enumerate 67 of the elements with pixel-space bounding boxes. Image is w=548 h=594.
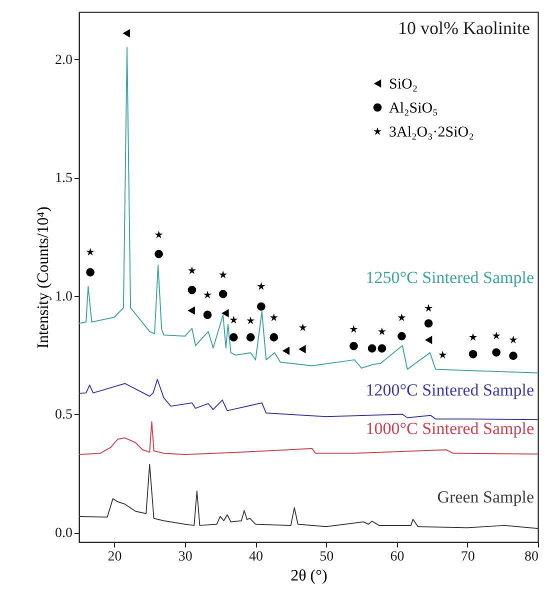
point <box>204 290 212 298</box>
legend-label: Al₂SiO₅ <box>389 100 438 116</box>
point <box>230 316 238 324</box>
line-series <box>79 421 538 455</box>
point <box>424 336 432 344</box>
x-tick-label: 80 <box>524 550 538 564</box>
point <box>509 352 518 360</box>
point <box>188 286 196 294</box>
point <box>257 302 266 311</box>
y-axis-title: Intensity (Counts/10⁴) <box>35 206 52 349</box>
point <box>188 306 195 315</box>
point <box>246 333 255 342</box>
point <box>270 333 278 342</box>
text: 1250°C Sintered Sample <box>366 268 534 287</box>
point <box>282 346 290 356</box>
point <box>154 230 163 238</box>
x-tick-label: 70 <box>460 550 475 564</box>
y-tick-label: 2.0 <box>55 52 72 68</box>
point <box>492 348 501 357</box>
legend-label: SiO₂ <box>389 76 418 92</box>
point <box>298 344 306 354</box>
point <box>218 290 228 298</box>
legend-label: 3Al₂O₃·2SiO₂ <box>389 124 474 140</box>
point <box>122 29 130 38</box>
point <box>492 332 500 340</box>
point <box>86 268 94 276</box>
point <box>350 342 358 350</box>
point <box>246 316 255 324</box>
point <box>203 310 212 320</box>
series-label: Green Sample <box>437 488 534 507</box>
x-tick-label: 30 <box>178 550 192 564</box>
point <box>298 323 307 332</box>
point <box>270 314 278 322</box>
x-tick-label: 50 <box>320 550 334 564</box>
point <box>229 333 238 342</box>
x-axis-title: 2θ (°) <box>290 568 328 584</box>
point <box>468 350 478 358</box>
line-series <box>79 464 538 530</box>
point <box>424 319 433 328</box>
x-tick-label: 40 <box>249 550 264 564</box>
y-tick-label: 0.0 <box>55 526 72 542</box>
line-series <box>79 46 538 374</box>
point <box>469 333 478 341</box>
point <box>188 266 196 274</box>
point <box>219 270 228 278</box>
point <box>222 309 229 318</box>
y-tick-label: 1.5 <box>55 171 72 186</box>
y-tick-label: 1.0 <box>55 289 72 304</box>
annotation: 10 vol% Kaolinite <box>398 18 530 38</box>
point <box>424 304 433 312</box>
series-label: 1000°C Sintered Sample <box>366 418 534 438</box>
x-tick-label: 20 <box>108 550 122 564</box>
point <box>378 327 386 336</box>
point <box>398 314 406 322</box>
point <box>257 282 266 290</box>
line-series <box>79 378 538 420</box>
point <box>378 344 386 353</box>
point <box>398 332 406 340</box>
point <box>438 350 447 358</box>
point <box>368 344 376 353</box>
point <box>350 325 358 333</box>
series-label: 1200°C Sintered Sample <box>366 380 534 400</box>
point <box>154 250 163 258</box>
x-tick-label: 60 <box>390 550 404 564</box>
y-tick-label: 0.5 <box>55 408 72 423</box>
point <box>509 336 518 344</box>
point <box>86 248 94 256</box>
